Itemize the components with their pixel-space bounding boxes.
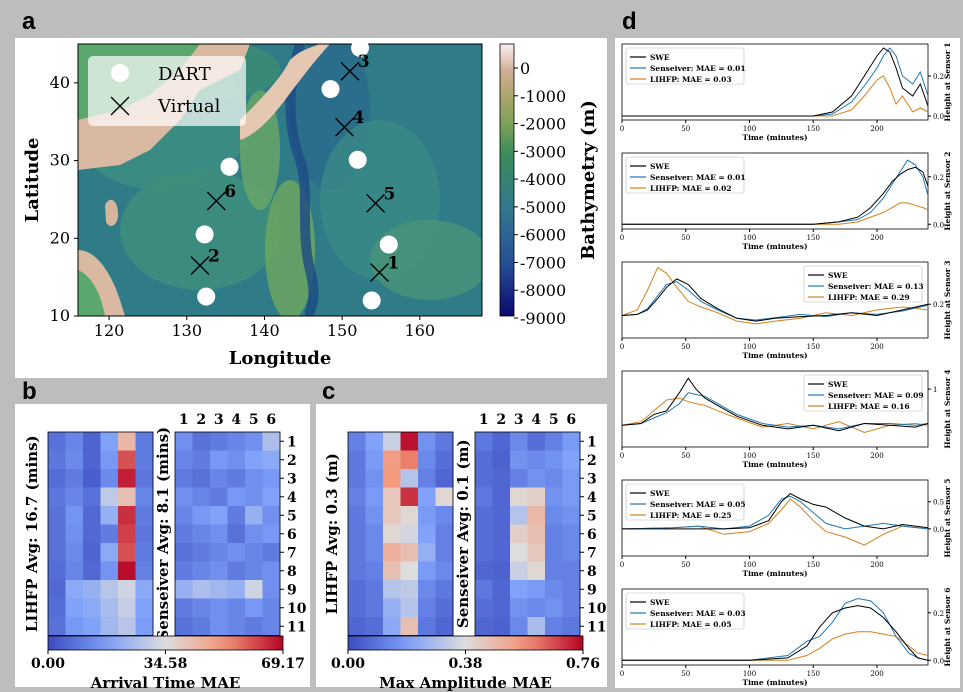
panel-label-b: b [22,378,37,405]
panel-a [15,38,607,378]
panel-label-a: a [22,8,36,35]
panel-b [15,404,310,687]
panel-c [316,404,607,687]
panel-label-c: c [322,378,336,405]
panel-d [615,38,960,688]
panel-label-d: d [622,8,637,35]
